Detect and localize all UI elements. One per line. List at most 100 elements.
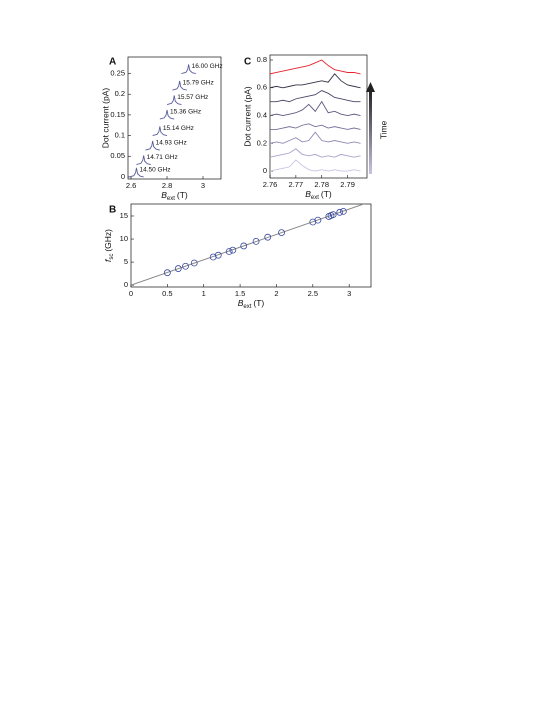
axis-label-main: f — [103, 258, 113, 262]
trace-label: 16.00 GHz — [192, 63, 223, 70]
y-tick-label: 0 — [263, 166, 267, 175]
axis-label-unit: (T) — [177, 190, 188, 200]
x-tick-label: 0 — [129, 289, 133, 298]
x-tick-label: 2.76 — [263, 180, 278, 189]
trace-label: 15.36 GHz — [170, 109, 201, 116]
trace — [270, 159, 361, 172]
trace — [181, 64, 196, 74]
point — [339, 207, 347, 215]
point — [174, 265, 182, 272]
y-tick-label: 0 — [121, 172, 125, 181]
plot-area — [270, 59, 361, 172]
trace — [145, 140, 160, 151]
axis-label-sub: ext — [167, 196, 175, 202]
trace — [270, 90, 361, 103]
trace-label: 15.79 GHz — [183, 80, 214, 87]
trace — [270, 100, 361, 116]
trace — [166, 95, 182, 105]
y-tick-label: 5 — [124, 257, 128, 266]
axis-label-unit: (GHz) — [103, 229, 113, 252]
trace-label: 15.57 GHz — [177, 94, 208, 101]
axis-label-main: B — [238, 298, 244, 308]
x-tick-label: 2.77 — [289, 180, 304, 189]
x-tick-label: 1.5 — [235, 289, 245, 298]
axes-frame — [269, 54, 368, 179]
point — [252, 237, 260, 245]
plot-area — [131, 204, 366, 286]
time-label: Time — [378, 120, 388, 139]
time-bar — [369, 90, 372, 174]
panel-label: B — [109, 205, 116, 216]
axis-label: fsc (GHz) — [103, 229, 114, 262]
axis-label: Bext (T) — [305, 189, 332, 200]
y-tick-label: 0.15 — [110, 110, 125, 119]
time-arrow — [366, 82, 375, 92]
axis-label: Dot current (pA) — [100, 88, 110, 149]
trace — [270, 131, 361, 144]
trace-label: 15.14 GHz — [163, 125, 194, 132]
trace — [270, 59, 361, 75]
axis-label-sub: ext — [243, 304, 251, 310]
point — [229, 246, 237, 254]
axis-label: Dot current (pA) — [242, 86, 252, 147]
axis-label-sub: sc — [109, 254, 115, 260]
x-tick-label: 2.5 — [308, 289, 318, 298]
y-tick-label: 10 — [120, 234, 128, 243]
point — [314, 216, 322, 224]
y-tick-label: 0.2 — [115, 89, 125, 98]
trace — [152, 126, 168, 137]
trace-label: 14.50 GHz — [139, 167, 170, 174]
axis-label-unit: (T) — [253, 298, 264, 308]
trace — [129, 167, 144, 178]
trace-label: 14.71 GHz — [147, 154, 178, 161]
trace — [270, 148, 361, 158]
x-tick-label: 0.5 — [162, 289, 172, 298]
trace-label: 14.93 GHz — [156, 140, 187, 147]
y-tick-label: 15 — [120, 211, 128, 220]
y-tick-label: 0.4 — [257, 111, 267, 120]
x-tick-label: 2.8 — [162, 181, 172, 190]
y-tick-label: 0.6 — [257, 83, 267, 92]
axis-label-unit: (T) — [321, 189, 332, 199]
point — [240, 242, 248, 250]
point — [190, 259, 198, 267]
point — [264, 233, 272, 241]
axis-label-main: B — [161, 190, 167, 200]
panel-label: A — [109, 57, 116, 68]
trace — [172, 80, 187, 91]
point — [225, 248, 233, 255]
trace — [159, 109, 175, 120]
y-tick-label: 0 — [124, 280, 128, 289]
x-tick-label: 2.78 — [314, 180, 329, 189]
trace — [270, 123, 361, 130]
y-tick-label: 0.25 — [110, 69, 125, 78]
point — [182, 262, 189, 270]
x-tick-label: 2.79 — [340, 180, 355, 189]
point — [278, 229, 285, 236]
axis-label: Bext (T) — [161, 190, 188, 201]
point — [163, 269, 171, 277]
y-tick-label: 0.05 — [110, 151, 125, 160]
point — [214, 251, 222, 259]
point — [329, 211, 337, 219]
axis-label-main: B — [305, 189, 311, 199]
axes-frame — [127, 56, 222, 180]
trace — [136, 155, 151, 165]
x-tick-label: 3 — [201, 181, 205, 190]
x-tick-label: 3 — [347, 289, 351, 298]
point — [336, 208, 344, 216]
trace — [270, 73, 361, 89]
axis-label: Bext (T) — [238, 298, 265, 309]
fit-line — [131, 204, 366, 286]
axis-label-sub: ext — [311, 195, 319, 201]
panel-label: C — [244, 57, 251, 68]
y-tick-label: 0.8 — [257, 55, 267, 64]
y-tick-label: 0.2 — [257, 138, 267, 147]
x-tick-label: 2 — [274, 289, 278, 298]
axes-frame — [130, 203, 372, 288]
y-tick-label: 0.1 — [115, 131, 125, 140]
x-tick-label: 2.6 — [126, 181, 136, 190]
x-tick-label: 1 — [202, 289, 206, 298]
plot-area — [129, 64, 196, 178]
